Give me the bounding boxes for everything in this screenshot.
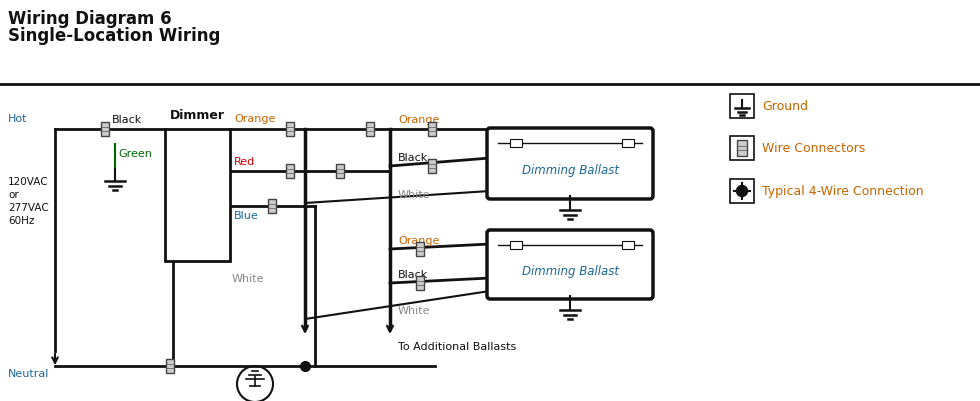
Bar [268, 200, 276, 213]
Text: Single-Location Wiring: Single-Location Wiring [8, 27, 220, 45]
Text: Red: Red [234, 157, 255, 166]
Text: Hot: Hot [8, 114, 27, 124]
Text: White: White [232, 273, 265, 283]
Bar [416, 276, 424, 290]
Text: 277VAC: 277VAC [8, 203, 49, 213]
Text: Neutral: Neutral [8, 368, 49, 378]
Text: Dimming Ballast: Dimming Ballast [521, 264, 618, 277]
Text: White: White [398, 305, 430, 315]
Bar [737, 141, 747, 157]
Bar [366, 123, 374, 137]
FancyBboxPatch shape [487, 231, 653, 299]
Bar [622, 140, 634, 148]
Bar [730, 137, 754, 160]
Circle shape [737, 186, 748, 197]
Text: Blue: Blue [234, 211, 259, 221]
Bar [510, 241, 522, 249]
Bar [622, 241, 634, 249]
Text: or: or [8, 190, 19, 200]
FancyBboxPatch shape [487, 129, 653, 200]
Bar [730, 95, 754, 119]
Text: Black: Black [112, 115, 142, 125]
Bar [101, 123, 109, 137]
Text: Orange: Orange [234, 114, 275, 124]
Bar [286, 164, 294, 178]
Text: Typical 4-Wire Connection: Typical 4-Wire Connection [762, 185, 923, 198]
Text: Orange: Orange [398, 115, 439, 125]
Bar [416, 242, 424, 256]
Text: 60Hz: 60Hz [8, 215, 34, 225]
Text: Orange: Orange [398, 235, 439, 245]
Text: Wire Connectors: Wire Connectors [762, 142, 865, 155]
Text: Green: Green [118, 149, 152, 159]
Bar [510, 140, 522, 148]
Bar [286, 123, 294, 137]
FancyBboxPatch shape [165, 130, 230, 261]
Bar [428, 160, 436, 174]
Bar [336, 164, 344, 178]
Bar [428, 123, 436, 137]
Text: To Additional Ballasts: To Additional Ballasts [398, 341, 516, 351]
Text: Dimming Ballast: Dimming Ballast [521, 164, 618, 176]
Bar [166, 359, 174, 373]
Text: Black: Black [398, 269, 428, 279]
Text: Dimmer: Dimmer [170, 109, 225, 122]
Text: White: White [398, 190, 430, 200]
Text: Wiring Diagram 6: Wiring Diagram 6 [8, 10, 171, 28]
Bar [730, 180, 754, 203]
Text: 120VAC: 120VAC [8, 176, 49, 186]
Text: Black: Black [398, 153, 428, 162]
Text: Ground: Ground [762, 100, 808, 113]
